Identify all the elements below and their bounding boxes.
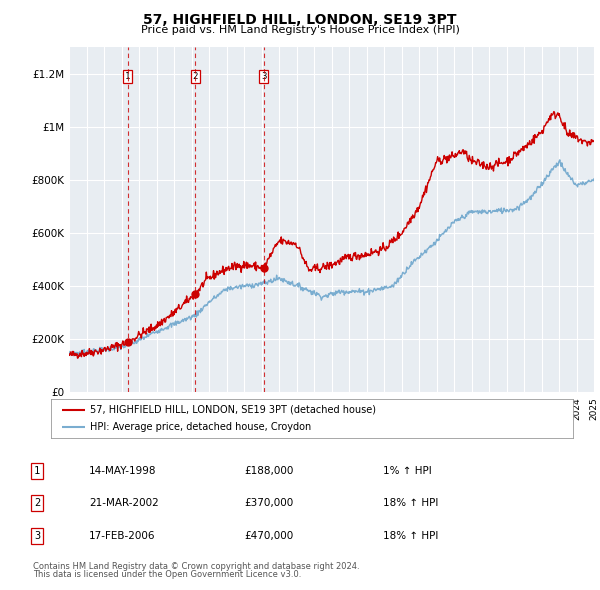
Text: 1% ↑ HPI: 1% ↑ HPI [383, 466, 431, 476]
Text: 3: 3 [34, 531, 40, 540]
Text: Contains HM Land Registry data © Crown copyright and database right 2024.: Contains HM Land Registry data © Crown c… [33, 562, 359, 571]
Text: £470,000: £470,000 [245, 531, 294, 540]
Text: 57, HIGHFIELD HILL, LONDON, SE19 3PT: 57, HIGHFIELD HILL, LONDON, SE19 3PT [143, 13, 457, 27]
Text: 1: 1 [125, 72, 131, 81]
Text: HPI: Average price, detached house, Croydon: HPI: Average price, detached house, Croy… [90, 422, 311, 432]
Text: 1: 1 [34, 466, 40, 476]
Text: £370,000: £370,000 [245, 499, 294, 508]
Text: 14-MAY-1998: 14-MAY-1998 [89, 466, 156, 476]
Text: £188,000: £188,000 [245, 466, 294, 476]
Text: Price paid vs. HM Land Registry's House Price Index (HPI): Price paid vs. HM Land Registry's House … [140, 25, 460, 35]
Text: This data is licensed under the Open Government Licence v3.0.: This data is licensed under the Open Gov… [33, 571, 301, 579]
Text: 3: 3 [261, 72, 266, 81]
Text: 18% ↑ HPI: 18% ↑ HPI [383, 531, 438, 540]
Text: 18% ↑ HPI: 18% ↑ HPI [383, 499, 438, 508]
Text: 17-FEB-2006: 17-FEB-2006 [89, 531, 155, 540]
Text: 2: 2 [193, 72, 198, 81]
Text: 2: 2 [34, 499, 40, 508]
Text: 21-MAR-2002: 21-MAR-2002 [89, 499, 158, 508]
Text: 57, HIGHFIELD HILL, LONDON, SE19 3PT (detached house): 57, HIGHFIELD HILL, LONDON, SE19 3PT (de… [90, 405, 376, 415]
